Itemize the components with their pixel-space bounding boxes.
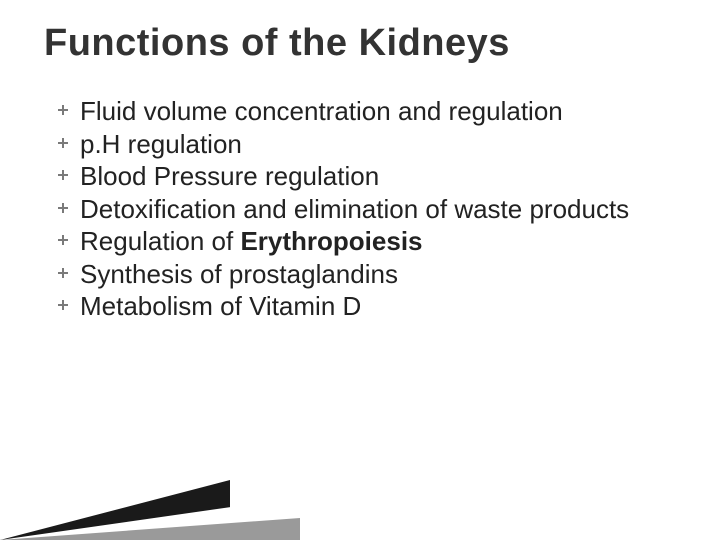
list-item-text: p.H regulation [80, 129, 242, 159]
list-item: Regulation of Erythropoiesis [58, 225, 676, 258]
list-item-text: Regulation of [80, 226, 240, 256]
list-item: Blood Pressure regulation [58, 160, 676, 193]
list-item-text: Blood Pressure regulation [80, 161, 379, 191]
list-item-text: Synthesis of prostaglandins [80, 259, 398, 289]
list-item-text: Detoxification and elimination of waste … [80, 194, 629, 224]
slide-title: Functions of the Kidneys [44, 22, 676, 65]
list-item: Fluid volume concentration and regulatio… [58, 95, 676, 128]
list-item: Metabolism of Vitamin D [58, 290, 676, 323]
list-item-text: Fluid volume concentration and regulatio… [80, 96, 563, 126]
list-item: Detoxification and elimination of waste … [58, 193, 676, 226]
list-item: Synthesis of prostaglandins [58, 258, 676, 291]
list-item-bold: Erythropoiesis [240, 226, 422, 256]
slide: Functions of the Kidneys Fluid volume co… [0, 0, 720, 540]
list-item: p.H regulation [58, 128, 676, 161]
list-item-text: Metabolism of Vitamin D [80, 291, 361, 321]
decorative-wedge-grey-icon [0, 518, 300, 540]
bullet-list: Fluid volume concentration and regulatio… [44, 95, 676, 323]
